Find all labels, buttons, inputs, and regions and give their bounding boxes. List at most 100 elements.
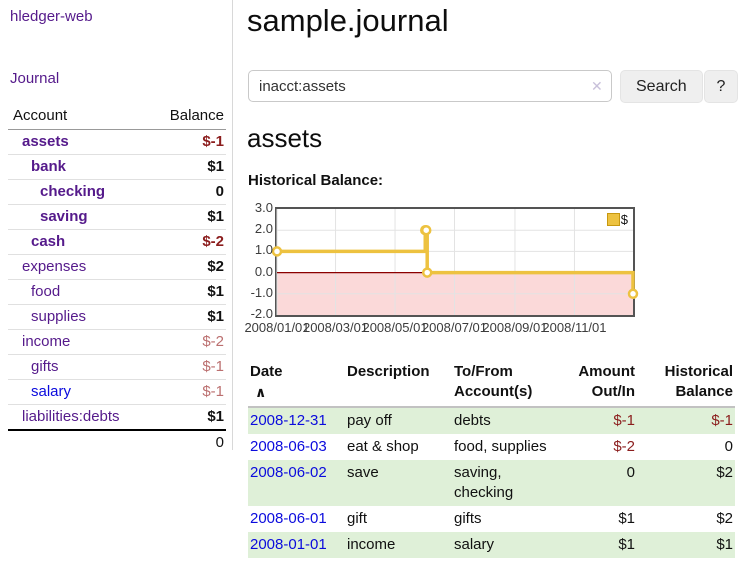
account-link[interactable]: income (22, 333, 71, 350)
account-row: saving $1 (8, 204, 226, 230)
y-axis-tick-label: 0.0 (254, 263, 273, 279)
register-amount-cell: $-2 (613, 438, 635, 455)
register-table-body: 2008-12-31 pay off debts $-1 $-1 2008-06… (248, 407, 735, 558)
register-row: 2008-06-02 save saving, checking 0 $2 (248, 460, 735, 506)
register-table-header: Date ∧ Description To/From Account(s) Amou… (248, 360, 735, 408)
account-balance: $1 (149, 404, 226, 430)
account-row: assets $-1 (8, 130, 226, 155)
register-balance-cell: $2 (716, 510, 733, 527)
sort-asc-icon: ∧ (255, 384, 267, 400)
account-row: food $1 (8, 279, 226, 305)
account-link[interactable]: checking (40, 183, 106, 200)
register-row: 2008-12-31 pay off debts $-1 $-1 (248, 407, 735, 434)
register-header-amount: Amount Out/In (552, 360, 637, 408)
register-accounts-cell: gifts (454, 510, 482, 527)
register-amount-cell: $-1 (552, 407, 637, 434)
register-balance-cell: $1 (637, 532, 735, 558)
legend-label: $ (620, 212, 628, 227)
register-amount-cell: $1 (552, 532, 637, 558)
register-table: Date ∧ Description To/From Account(s) Amou… (248, 360, 735, 558)
x-axis-tick-label: 2008/05/01 (362, 320, 428, 335)
account-link[interactable]: saving (40, 208, 88, 225)
register-accounts-cell: debts (452, 407, 552, 434)
register-description-cell: pay off (345, 407, 452, 434)
register-date-link[interactable]: 2008-06-01 (250, 510, 327, 527)
register-balance-cell: $-1 (637, 407, 735, 434)
account-balance: $1 (149, 304, 226, 330)
chart-plot-area: $ (271, 207, 639, 317)
register-date-link[interactable]: 2008-12-31 (250, 412, 327, 429)
account-row: checking 0 (8, 179, 226, 205)
account-row: salary $-1 (8, 379, 226, 405)
register-header-date[interactable]: Date ∧ (248, 360, 345, 408)
y-axis-tick-label: -2.0 (250, 306, 273, 321)
account-balance: $2 (149, 254, 226, 280)
x-axis-tick-label: 2008/09/01 (482, 320, 548, 335)
account-balance: $1 (149, 204, 226, 230)
register-date-link[interactable]: 2008-06-03 (250, 438, 327, 455)
register-accounts-cell: salary (452, 532, 552, 558)
chart-label: Historical Balance: (248, 172, 384, 189)
search-input[interactable] (248, 70, 612, 102)
register-description-cell: save (345, 460, 452, 506)
accounts-total-row: 0 (8, 429, 226, 455)
register-date-link[interactable]: 2008-01-01 (250, 536, 327, 553)
account-link[interactable]: assets (22, 133, 69, 150)
account-row: expenses $2 (8, 254, 226, 280)
sidebar: hledger-web Journal Account Balance asse… (0, 0, 233, 455)
register-balance-cell: 0 (724, 438, 733, 455)
account-row: liabilities:debts $1 (8, 404, 226, 430)
account-row: cash $-2 (8, 229, 226, 255)
register-amount-cell: $1 (618, 510, 635, 527)
historical-balance-chart: $ -2.0 -1.0 0.0 1.0 2.0 3.0 2008/01/01 2008/03/… (244, 200, 668, 342)
account-link[interactable]: liabilities:debts (22, 408, 120, 425)
register-row: 2008-06-01 gift gifts $1 $2 (248, 506, 735, 532)
brand-link[interactable]: hledger-web (10, 8, 93, 25)
accounts-table: Account Balance assets $-1 bank $1 check… (8, 104, 226, 455)
sidebar-item-journal[interactable]: Journal (10, 70, 60, 87)
register-header-accounts: To/From Account(s) (452, 360, 552, 408)
register-amount-cell: 0 (552, 460, 637, 506)
y-axis-tick-label: -1.0 (250, 284, 273, 300)
accounts-total-value: 0 (149, 429, 226, 455)
search-button[interactable]: Search (620, 70, 703, 103)
register-row: 2008-06-03 eat & shop food, supplies $-2… (248, 434, 735, 460)
account-link[interactable]: expenses (22, 258, 87, 275)
account-link[interactable]: supplies (31, 308, 87, 325)
account-balance: 0 (149, 179, 226, 205)
account-balance: $-2 (149, 329, 226, 355)
y-axis-tick-label: 2.0 (254, 221, 273, 237)
account-link[interactable]: gifts (31, 358, 59, 375)
account-link[interactable]: food (31, 283, 61, 300)
register-date-link[interactable]: 2008-06-02 (250, 464, 327, 481)
accounts-table-body: assets $-1 bank $1 checking 0 saving $1 … (8, 130, 226, 430)
x-axis-tick-label: 2008/03/01 (302, 320, 369, 335)
register-accounts-cell: saving, checking (452, 460, 552, 506)
x-axis-tick-label: 2008/11/01 (542, 320, 607, 335)
account-balance: $-1 (202, 133, 224, 150)
register-row: 2008-01-01 income salary $1 $1 (248, 532, 735, 558)
register-description-cell: eat & shop (347, 438, 419, 455)
register-accounts-cell: food, supplies (454, 438, 547, 455)
register-header-description: Description (345, 360, 452, 408)
account-balance: $1 (149, 279, 226, 305)
register-balance-cell: $2 (637, 460, 735, 506)
register-description-cell: income (345, 532, 452, 558)
register-description-cell: gift (347, 510, 368, 527)
page-title: sample.journal (247, 3, 449, 38)
account-balance: $-1 (149, 379, 226, 405)
account-link[interactable]: bank (31, 158, 67, 175)
account-row: supplies $1 (8, 304, 226, 330)
account-link[interactable]: salary (31, 383, 72, 400)
clear-search-icon[interactable]: ✕ (591, 78, 603, 94)
accounts-table-header: Account Balance (8, 104, 226, 130)
account-row: gifts $-1 (8, 354, 226, 380)
y-axis-tick-label: 1.0 (254, 242, 273, 258)
account-balance: $1 (149, 154, 226, 180)
accounts-header-account: Account (8, 104, 150, 130)
account-link[interactable]: cash (31, 233, 66, 250)
help-button[interactable]: ? (704, 70, 738, 103)
account-balance: $-2 (149, 229, 226, 255)
x-axis-tick-label: 2008/07/01 (421, 320, 488, 335)
